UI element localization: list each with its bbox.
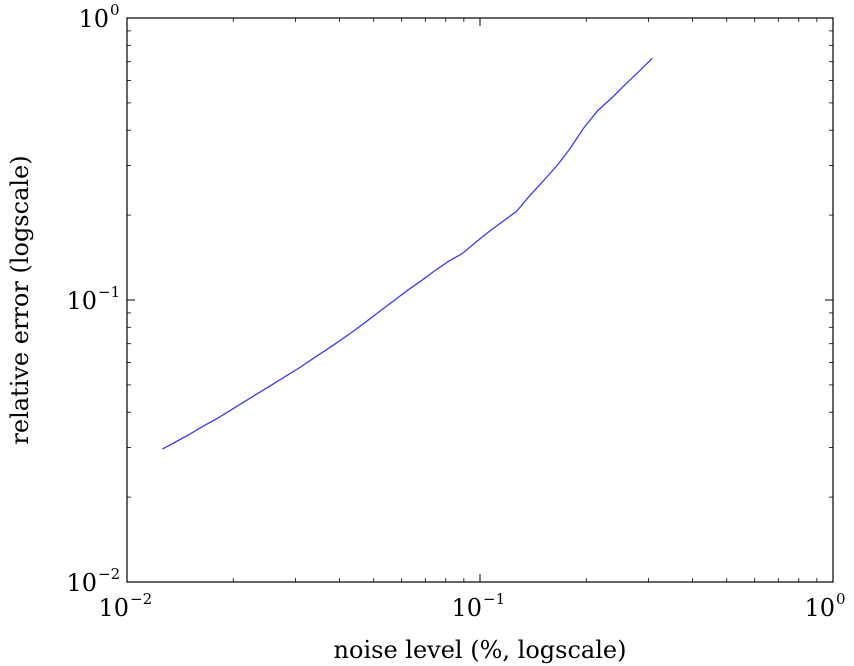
y-tick-label: 10 −1 <box>66 283 120 315</box>
data-points <box>162 58 652 449</box>
minor-ticks <box>127 18 833 582</box>
x-tick-label-base: 10 <box>451 594 482 622</box>
y-tick-label-base: 10 <box>66 287 97 315</box>
plot-frame <box>126 17 834 583</box>
y-tick-label: 10 −2 <box>66 565 120 597</box>
x-tick-label: 10 0 <box>804 590 845 622</box>
y-tick-label: 10 0 <box>78 1 119 33</box>
tick-labels: 10 −2 10 −1 10 010 −210 −110 0 <box>66 1 845 622</box>
x-tick-label: 10 −2 <box>98 590 152 622</box>
y-tick-label-exponent: −1 <box>98 283 120 301</box>
x-tick-label-base: 10 <box>804 594 835 622</box>
x-tick-label: 10 −1 <box>451 590 505 622</box>
y-tick-label-exponent: 0 <box>110 1 120 19</box>
y-tick-label-base: 10 <box>66 569 97 597</box>
y-tick-label-base: 10 <box>78 5 109 33</box>
x-tick-label-exponent: 0 <box>836 590 846 608</box>
y-tick-label-exponent: −2 <box>98 565 120 583</box>
x-tick-label-exponent: −2 <box>130 590 152 608</box>
x-axis-label: noise level (%, logscale) <box>334 636 627 664</box>
x-tick-label-base: 10 <box>98 594 129 622</box>
series-line <box>162 57 653 450</box>
y-axis-label: relative error (logscale) <box>6 155 34 444</box>
x-tick-label-exponent: −1 <box>483 590 505 608</box>
major-ticks <box>126 17 834 583</box>
